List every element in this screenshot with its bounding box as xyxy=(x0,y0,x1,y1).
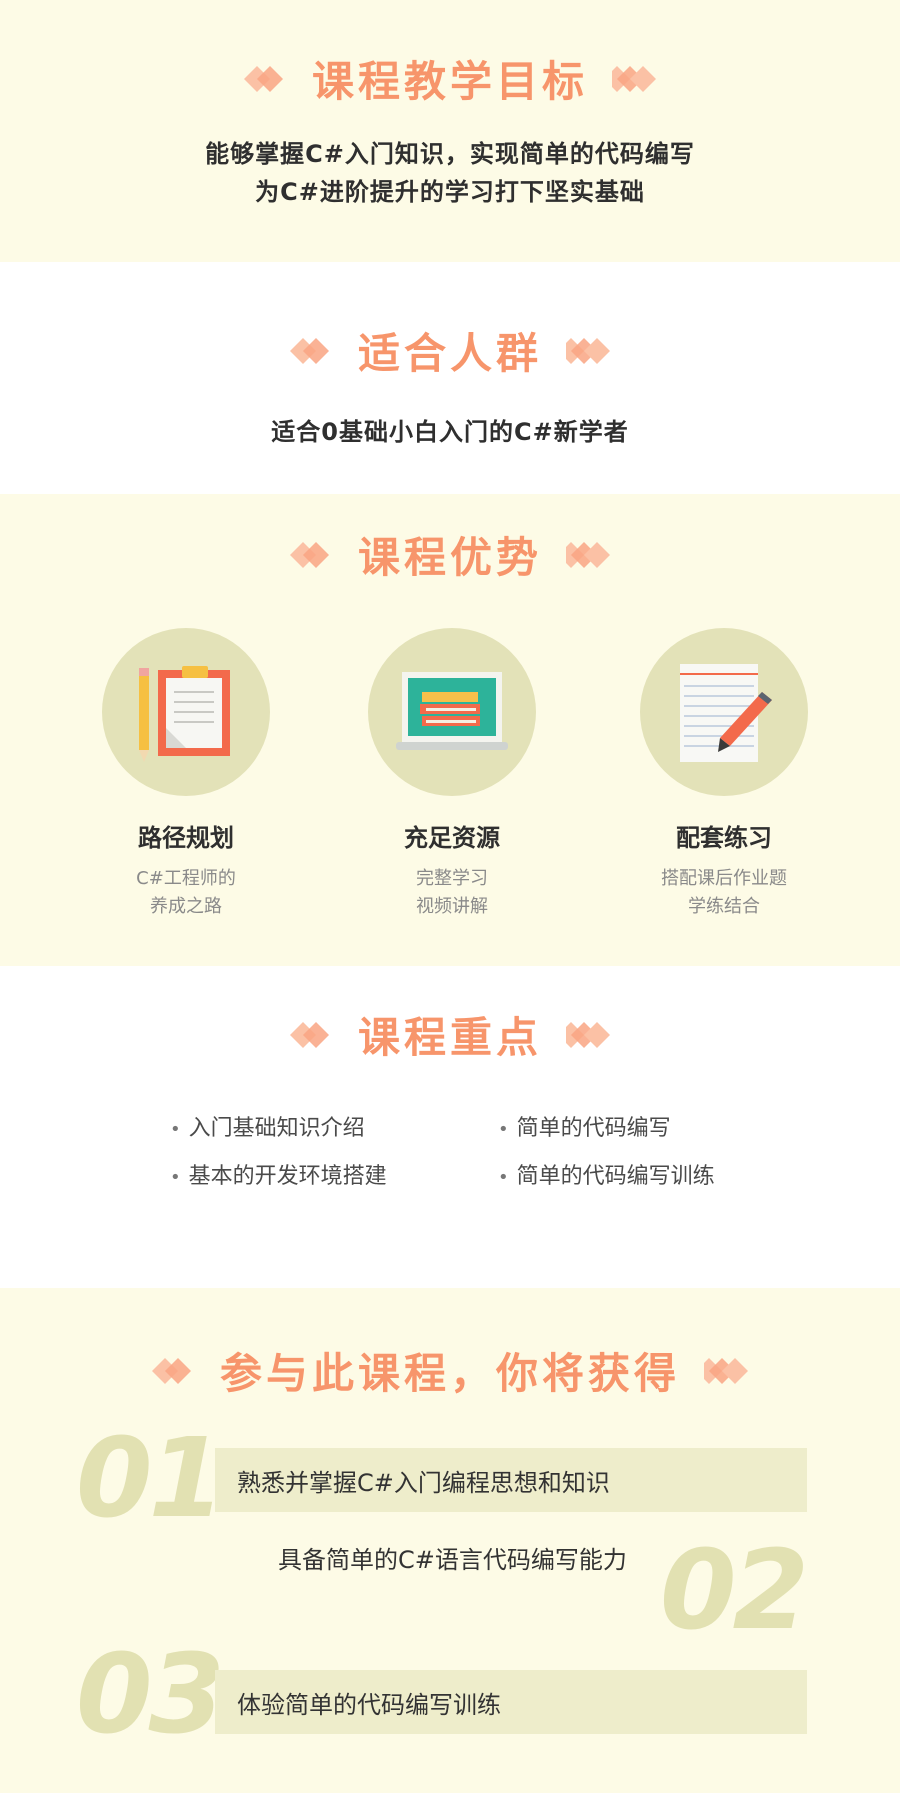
advantage-desc-line: 养成之路 xyxy=(150,896,222,917)
advantage-desc: 完整学习 视频讲解 xyxy=(342,865,562,921)
advantage-item-practice: 配套练习 搭配课后作业题 学练结合 xyxy=(614,628,834,921)
gains-heading: 参与此课程，你将获得 xyxy=(0,1340,900,1401)
advantage-circle xyxy=(102,628,270,796)
gains-title: 参与此课程，你将获得 xyxy=(219,1349,680,1398)
advantage-desc-line: 完整学习 xyxy=(416,868,488,889)
advantage-desc: C#工程师的 养成之路 xyxy=(76,865,296,921)
diamond-decoration-icon xyxy=(289,337,329,364)
clipboard-pencil-icon xyxy=(139,666,230,762)
keypoint-item: • 基本的开发环境搭建 xyxy=(170,1158,387,1190)
diamond-decoration-icon xyxy=(243,65,283,92)
goals-line-2: 为C#进阶提升的学习打下坚实基础 xyxy=(255,178,645,206)
bullet-icon: • xyxy=(170,1167,181,1188)
diamond-decoration-icon xyxy=(289,541,329,568)
gains-section: 参与此课程，你将获得 01 熟悉并掌握C#入门编程思想和知识 具备简单的C#语言… xyxy=(0,1288,900,1793)
diamond-decoration-icon xyxy=(289,1021,329,1048)
audience-text: 适合0基础小白入门的C#新学者 xyxy=(271,418,629,446)
keypoint-item: • 入门基础知识介绍 xyxy=(170,1110,365,1142)
gain-item: 具备简单的C#语言代码编写能力 xyxy=(278,1546,627,1574)
laptop-books-icon xyxy=(396,672,508,750)
diamond-decoration-icon xyxy=(566,541,610,568)
advantages-section: 课程优势 路径规划 C#工程师的 养 xyxy=(0,494,900,966)
advantages-title: 课程优势 xyxy=(357,533,542,582)
gain-item: 体验简单的代码编写训练 xyxy=(215,1670,807,1734)
bullet-icon: • xyxy=(498,1167,509,1188)
advantage-circle xyxy=(640,628,808,796)
keypoints-section: 课程重点 • 入门基础知识介绍 • 简单的代码编写 • 基本的开发环境搭建 • 简单的代… xyxy=(0,966,900,1288)
audience-heading: 适合人群 xyxy=(0,320,900,381)
bullet-icon: • xyxy=(170,1119,181,1140)
diamond-decoration-icon xyxy=(566,337,610,364)
advantages-heading: 课程优势 xyxy=(0,524,900,585)
gain-number: 01 xyxy=(76,1414,225,1542)
goals-heading: 课程教学目标 xyxy=(0,48,900,109)
advantage-desc-line: 搭配课后作业题 xyxy=(661,868,787,889)
keypoint-item: • 简单的代码编写 xyxy=(498,1110,671,1142)
gain-number: 02 xyxy=(660,1526,809,1654)
diamond-decoration-icon xyxy=(151,1357,191,1384)
advantage-desc-line: 视频讲解 xyxy=(416,896,488,917)
goals-line-1: 能够掌握C#入门知识，实现简单的代码编写 xyxy=(205,140,695,168)
keypoints-heading: 课程重点 xyxy=(0,1004,900,1065)
gain-number: 03 xyxy=(76,1630,225,1758)
keypoint-text: 简单的代码编写 xyxy=(516,1116,671,1141)
advantage-item-path: 路径规划 C#工程师的 养成之路 xyxy=(76,628,296,921)
advantage-item-resources: 充足资源 完整学习 视频讲解 xyxy=(342,628,562,921)
audience-title: 适合人群 xyxy=(357,329,542,378)
advantage-label: 配套练习 xyxy=(676,824,772,852)
advantage-label: 充足资源 xyxy=(404,824,500,852)
notepad-pen-icon xyxy=(680,664,772,762)
diamond-decoration-icon xyxy=(566,1021,610,1048)
keypoint-item: • 简单的代码编写训练 xyxy=(498,1158,715,1190)
keypoint-text: 入门基础知识介绍 xyxy=(188,1116,365,1141)
advantage-circle xyxy=(368,628,536,796)
diamond-decoration-icon xyxy=(612,65,656,92)
bullet-icon: • xyxy=(498,1119,509,1140)
keypoints-title: 课程重点 xyxy=(357,1013,542,1062)
advantage-desc-line: 学练结合 xyxy=(688,896,760,917)
advantage-label: 路径规划 xyxy=(138,824,234,852)
goals-title: 课程教学目标 xyxy=(311,57,588,106)
keypoint-text: 基本的开发环境搭建 xyxy=(188,1164,387,1189)
diamond-decoration-icon xyxy=(704,1357,748,1384)
advantage-desc: 搭配课后作业题 学练结合 xyxy=(614,865,834,921)
gain-item: 熟悉并掌握C#入门编程思想和知识 xyxy=(215,1448,807,1512)
goals-section: 课程教学目标 能够掌握C#入门知识，实现简单的代码编写 为C#进阶提升的学习打下… xyxy=(0,0,900,262)
keypoint-text: 简单的代码编写训练 xyxy=(516,1164,715,1189)
audience-section: 适合人群 适合0基础小白入门的C#新学者 xyxy=(0,262,900,494)
advantage-desc-line: C#工程师的 xyxy=(136,868,236,889)
